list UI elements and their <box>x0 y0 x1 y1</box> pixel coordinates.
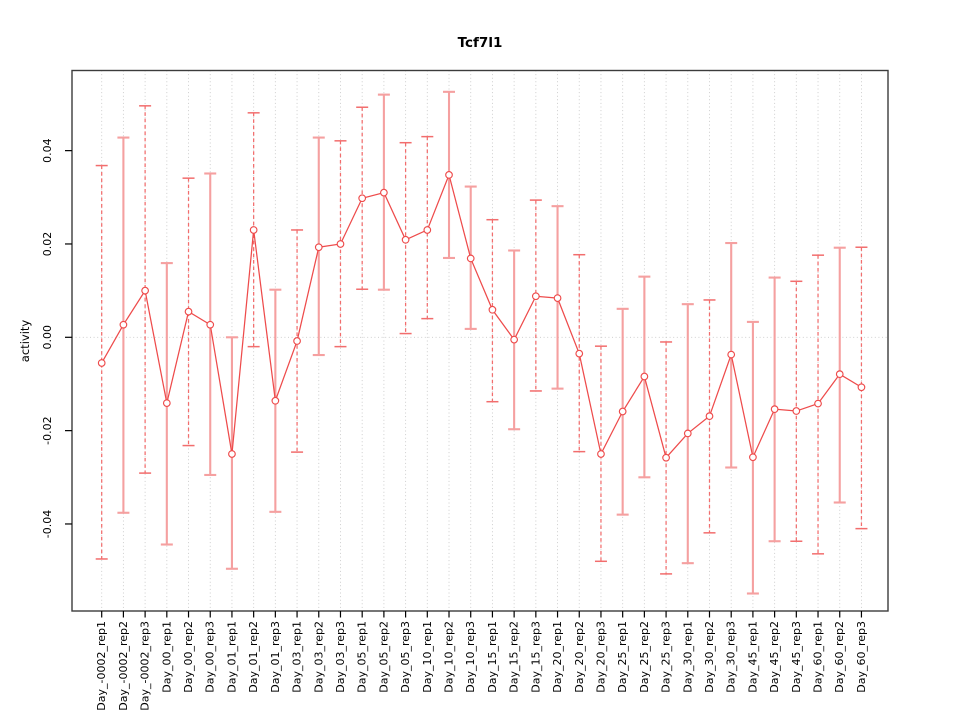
x-tick-label: Day_60_rep2 <box>833 621 846 693</box>
data-point-marker <box>597 450 605 458</box>
data-point-marker <box>510 335 519 344</box>
data-point-marker <box>553 294 562 302</box>
x-tick-label: Day_20_rep2 <box>573 621 586 693</box>
data-point-marker <box>640 372 649 381</box>
data-point-marker <box>314 243 323 252</box>
x-tick-label: Day_03_rep2 <box>312 621 325 693</box>
data-point-marker <box>835 370 844 379</box>
data-point-marker <box>119 320 128 329</box>
x-tick-label: Day_01_rep2 <box>247 621 260 693</box>
chart-title: Tcf7l1 <box>458 35 503 51</box>
x-tick-label: Day_15_rep3 <box>529 621 542 693</box>
data-point-marker <box>618 407 627 416</box>
data-point-marker <box>162 399 171 407</box>
x-tick-label: Day_60_rep3 <box>855 621 868 693</box>
y-axis-label: activity <box>18 320 32 363</box>
x-tick-label: Day_10_rep3 <box>464 621 477 693</box>
data-point-marker <box>97 359 106 367</box>
data-point-marker <box>293 337 301 345</box>
data-point-marker <box>184 307 193 316</box>
x-tick-label: Day_25_rep2 <box>638 621 651 693</box>
data-point-marker <box>445 171 453 179</box>
x-tick-label: Day_05_rep3 <box>399 621 412 693</box>
series-line <box>101 172 862 460</box>
data-point-marker <box>401 235 410 244</box>
y-tick-label: 0.00 <box>41 325 54 350</box>
x-tick-label: Day_20_rep3 <box>594 621 607 693</box>
x-tick-label: Day_00_rep2 <box>182 621 195 693</box>
data-point-marker <box>727 350 736 359</box>
x-tick-label: Day_03_rep1 <box>291 621 304 693</box>
x-tick-label: Day_15_rep2 <box>508 621 521 693</box>
data-point-marker <box>770 405 779 414</box>
y-tick-label: 0.04 <box>41 138 54 163</box>
x-tick-label: Day_30_rep2 <box>703 621 716 693</box>
data-point-marker <box>683 429 692 438</box>
x-tick-label: Day_25_rep3 <box>660 621 673 693</box>
x-tick-label: Day_-0002_rep3 <box>139 621 152 711</box>
x-tick-label: Day_01_rep1 <box>225 621 238 693</box>
data-point-marker <box>466 254 475 263</box>
x-tick-label: Day_-0002_rep2 <box>117 621 130 711</box>
x-tick-label: Day_30_rep1 <box>681 621 694 693</box>
data-point-marker <box>336 240 345 248</box>
y-tick-label: -0.04 <box>41 510 54 538</box>
data-point-marker <box>662 453 670 462</box>
data-point-marker <box>857 383 866 392</box>
data-point-marker <box>705 412 714 421</box>
y-tick-label: -0.02 <box>41 416 54 444</box>
data-point-marker <box>141 286 149 295</box>
x-tick-label: Day_10_rep2 <box>443 621 456 693</box>
x-tick-label: Day_45_rep1 <box>746 621 759 693</box>
x-tick-label: Day_05_rep1 <box>356 621 369 693</box>
data-point-marker <box>249 226 258 234</box>
data-point-marker <box>575 349 584 358</box>
data-point-marker <box>792 407 801 415</box>
plot-border <box>71 69 889 612</box>
data-point-marker <box>358 194 367 203</box>
data-point-marker <box>228 450 236 458</box>
x-tick-label: Day_03_rep3 <box>334 621 347 693</box>
x-tick-label: Day_30_rep3 <box>725 621 738 693</box>
x-tick-label: Day_05_rep2 <box>377 621 390 693</box>
x-tick-label: Day_00_rep1 <box>160 621 173 693</box>
x-tick-label: Day_15_rep1 <box>486 621 499 693</box>
data-point-marker <box>531 292 540 301</box>
data-point-marker <box>749 453 757 462</box>
data-point-marker <box>488 305 497 314</box>
data-point-marker <box>814 399 822 408</box>
x-tick-label: Day_20_rep1 <box>551 621 564 693</box>
x-tick-label: Day_01_rep3 <box>269 621 282 693</box>
x-tick-label: Day_45_rep2 <box>768 621 781 693</box>
x-tick-label: Day_45_rep3 <box>790 621 803 693</box>
data-point-marker <box>206 320 215 329</box>
data-point-marker <box>380 188 388 197</box>
data-point-marker <box>423 226 432 234</box>
x-tick-label: Day_-0002_rep1 <box>95 621 108 711</box>
x-tick-label: Day_60_rep1 <box>812 621 825 693</box>
y-tick-label: 0.02 <box>41 232 54 257</box>
x-tick-label: Day_10_rep1 <box>421 621 434 693</box>
x-tick-label: Day_00_rep3 <box>204 621 217 693</box>
x-tick-label: Day_25_rep1 <box>616 621 629 693</box>
data-point-marker <box>271 396 280 405</box>
